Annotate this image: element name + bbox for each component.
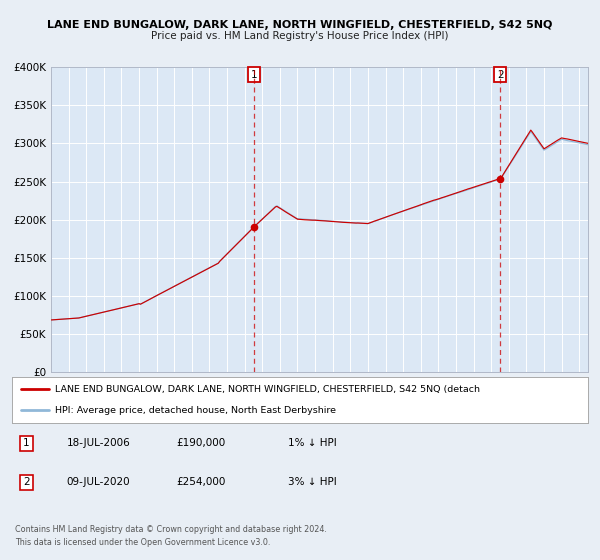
- Text: £190,000: £190,000: [176, 438, 226, 449]
- Text: LANE END BUNGALOW, DARK LANE, NORTH WINGFIELD, CHESTERFIELD, S42 5NQ (detach: LANE END BUNGALOW, DARK LANE, NORTH WING…: [55, 385, 480, 394]
- Text: £254,000: £254,000: [176, 478, 226, 487]
- Text: 3% ↓ HPI: 3% ↓ HPI: [289, 478, 337, 487]
- Text: Price paid vs. HM Land Registry's House Price Index (HPI): Price paid vs. HM Land Registry's House …: [151, 31, 449, 41]
- Text: 18-JUL-2006: 18-JUL-2006: [67, 438, 130, 449]
- Text: Contains HM Land Registry data © Crown copyright and database right 2024.: Contains HM Land Registry data © Crown c…: [15, 525, 327, 534]
- Text: 09-JUL-2020: 09-JUL-2020: [67, 478, 130, 487]
- Text: 1: 1: [251, 70, 257, 80]
- Text: 2: 2: [497, 70, 503, 80]
- Text: 1: 1: [23, 438, 30, 449]
- Text: 2: 2: [23, 478, 30, 487]
- Text: This data is licensed under the Open Government Licence v3.0.: This data is licensed under the Open Gov…: [15, 538, 271, 547]
- Text: LANE END BUNGALOW, DARK LANE, NORTH WINGFIELD, CHESTERFIELD, S42 5NQ: LANE END BUNGALOW, DARK LANE, NORTH WING…: [47, 20, 553, 30]
- Text: 1% ↓ HPI: 1% ↓ HPI: [289, 438, 337, 449]
- Text: HPI: Average price, detached house, North East Derbyshire: HPI: Average price, detached house, Nort…: [55, 406, 336, 415]
